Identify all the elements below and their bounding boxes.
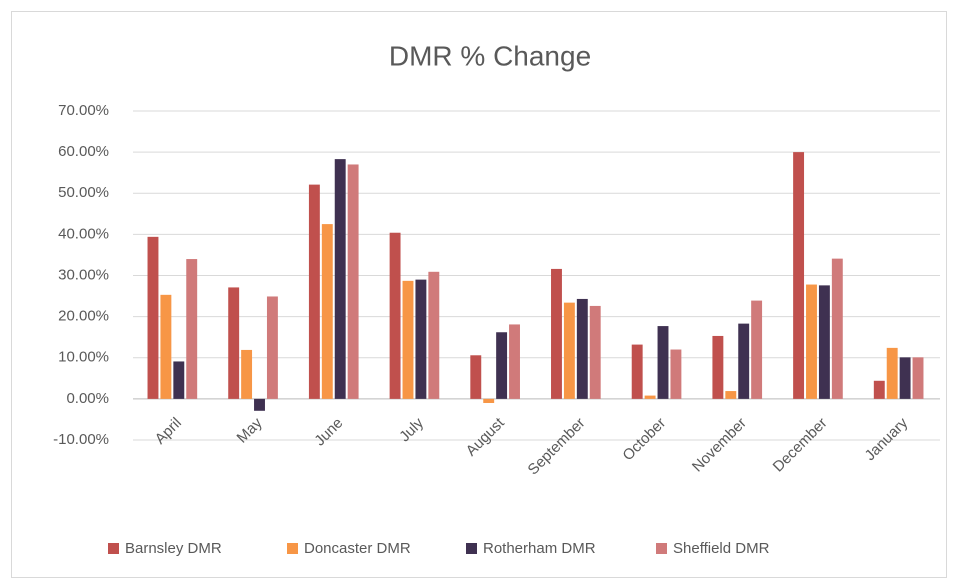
bar <box>334 159 346 399</box>
bar <box>793 152 805 399</box>
y-tick-label: 60.00% <box>58 143 109 160</box>
bar <box>308 184 320 399</box>
bar <box>831 258 843 399</box>
legend-swatch <box>108 543 119 554</box>
bar <box>254 398 265 411</box>
bar <box>818 285 830 399</box>
bar <box>738 323 750 399</box>
bar <box>631 344 643 399</box>
bar <box>751 300 763 399</box>
bar <box>347 164 359 399</box>
bar <box>725 391 737 399</box>
bar <box>576 298 588 399</box>
y-tick-label: 70.00% <box>58 102 109 119</box>
y-tick-label: 10.00% <box>58 349 109 366</box>
y-tick-label: -10.00% <box>53 431 109 448</box>
legend-label: Sheffield DMR <box>673 540 770 557</box>
bar <box>470 355 482 399</box>
bar <box>428 271 440 399</box>
legend-label: Barnsley DMR <box>125 540 222 557</box>
legend-swatch <box>466 543 477 554</box>
bar <box>389 232 401 399</box>
bar <box>873 380 885 399</box>
bar <box>147 236 159 399</box>
bar <box>402 280 414 399</box>
bar <box>266 296 278 399</box>
bar <box>589 305 601 399</box>
bar <box>551 268 562 399</box>
y-tick-label: 30.00% <box>58 266 109 283</box>
legend-swatch <box>287 543 298 554</box>
bar <box>415 279 427 399</box>
bar <box>321 224 333 399</box>
chart-title: DMR % Change <box>389 40 591 71</box>
bar <box>886 347 898 399</box>
bar <box>241 349 253 399</box>
bar <box>228 287 240 399</box>
bar <box>657 326 669 399</box>
bar <box>806 284 817 399</box>
bar <box>496 332 508 399</box>
legend-label: Rotherham DMR <box>483 540 596 557</box>
y-tick-label: 50.00% <box>58 184 109 201</box>
y-tick-label: 40.00% <box>58 225 109 242</box>
legend-swatch <box>656 543 667 554</box>
bar <box>912 357 924 399</box>
bar <box>712 335 724 399</box>
bar <box>483 398 495 403</box>
chart-border <box>11 11 947 578</box>
bar <box>899 357 911 399</box>
y-tick-label: 20.00% <box>58 308 109 325</box>
bar <box>160 294 172 399</box>
y-tick-label: 0.00% <box>66 390 109 407</box>
bar <box>644 395 656 399</box>
bar <box>670 349 682 399</box>
bar <box>509 324 520 399</box>
bar <box>173 361 185 399</box>
bar <box>563 302 575 399</box>
bar <box>186 259 198 399</box>
legend-label: Doncaster DMR <box>304 540 411 557</box>
